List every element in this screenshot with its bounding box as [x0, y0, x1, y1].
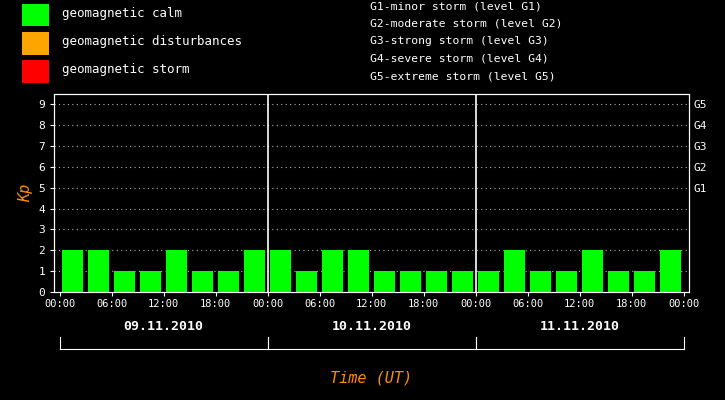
- Text: 11.11.2010: 11.11.2010: [539, 320, 620, 333]
- Bar: [426, 271, 447, 292]
- Bar: [166, 250, 187, 292]
- Bar: [582, 250, 603, 292]
- Bar: [322, 250, 343, 292]
- Text: geomagnetic storm: geomagnetic storm: [62, 63, 189, 76]
- Bar: [608, 271, 629, 292]
- Bar: [634, 271, 655, 292]
- Bar: [22, 32, 49, 54]
- Text: G3-strong storm (level G3): G3-strong storm (level G3): [370, 36, 549, 46]
- Bar: [348, 250, 369, 292]
- Bar: [530, 271, 551, 292]
- Bar: [504, 250, 525, 292]
- Bar: [218, 271, 239, 292]
- Text: G1-minor storm (level G1): G1-minor storm (level G1): [370, 1, 542, 11]
- Bar: [400, 271, 421, 292]
- Y-axis label: Kp: Kp: [18, 184, 33, 202]
- Text: geomagnetic disturbances: geomagnetic disturbances: [62, 35, 241, 48]
- Text: G4-severe storm (level G4): G4-severe storm (level G4): [370, 54, 549, 64]
- Bar: [296, 271, 318, 292]
- Bar: [478, 271, 500, 292]
- Bar: [114, 271, 136, 292]
- Text: G5-extreme storm (level G5): G5-extreme storm (level G5): [370, 72, 555, 82]
- Bar: [556, 271, 577, 292]
- Bar: [140, 271, 161, 292]
- Bar: [22, 4, 49, 26]
- Bar: [192, 271, 213, 292]
- Bar: [88, 250, 109, 292]
- Bar: [374, 271, 395, 292]
- Bar: [660, 250, 681, 292]
- Bar: [244, 250, 265, 292]
- Text: Time (UT): Time (UT): [331, 370, 413, 386]
- Bar: [270, 250, 291, 292]
- Text: 09.11.2010: 09.11.2010: [123, 320, 204, 333]
- Bar: [22, 60, 49, 83]
- Bar: [452, 271, 473, 292]
- Text: G2-moderate storm (level G2): G2-moderate storm (level G2): [370, 19, 563, 29]
- Text: 10.11.2010: 10.11.2010: [331, 320, 412, 333]
- Bar: [62, 250, 83, 292]
- Text: geomagnetic calm: geomagnetic calm: [62, 7, 182, 20]
